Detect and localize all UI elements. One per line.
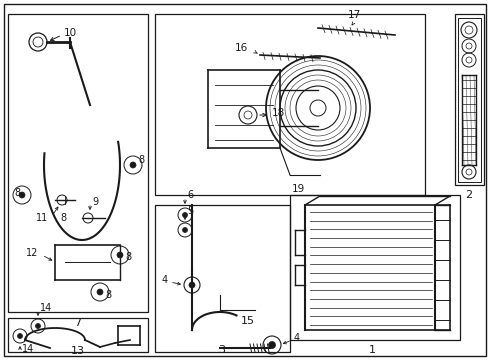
Text: 9: 9 xyxy=(92,197,98,207)
Text: 10: 10 xyxy=(64,28,77,38)
Bar xyxy=(455,14,484,185)
Bar xyxy=(8,14,148,312)
Bar xyxy=(458,18,481,182)
Bar xyxy=(155,14,425,195)
Bar xyxy=(290,195,460,340)
Text: 15: 15 xyxy=(241,316,255,326)
Text: 7: 7 xyxy=(74,318,81,328)
Text: 2: 2 xyxy=(466,190,472,200)
Text: 8: 8 xyxy=(105,290,111,300)
Circle shape xyxy=(19,192,25,198)
Text: 5: 5 xyxy=(187,206,193,216)
Circle shape xyxy=(182,212,188,217)
Circle shape xyxy=(35,324,41,328)
Text: 12: 12 xyxy=(25,248,38,258)
Text: 8: 8 xyxy=(138,155,144,165)
Text: 16: 16 xyxy=(235,43,248,53)
Text: 13: 13 xyxy=(71,346,85,356)
Text: 3: 3 xyxy=(219,345,225,355)
Text: 17: 17 xyxy=(347,10,361,20)
Text: 1: 1 xyxy=(368,345,375,355)
Text: 6: 6 xyxy=(187,190,193,200)
Text: 8: 8 xyxy=(14,188,20,198)
Text: 4: 4 xyxy=(162,275,168,285)
Circle shape xyxy=(269,342,275,348)
Circle shape xyxy=(130,162,136,168)
Circle shape xyxy=(18,333,23,338)
Text: 18: 18 xyxy=(272,108,285,118)
Circle shape xyxy=(182,228,188,233)
Text: 14: 14 xyxy=(22,344,34,354)
Text: 8: 8 xyxy=(125,252,131,262)
Circle shape xyxy=(117,252,123,258)
Bar xyxy=(155,205,290,352)
Text: 11: 11 xyxy=(36,213,48,223)
Text: 8: 8 xyxy=(60,213,66,223)
Circle shape xyxy=(189,282,195,288)
Bar xyxy=(8,318,148,352)
Circle shape xyxy=(97,289,103,295)
Text: 4: 4 xyxy=(294,333,300,343)
Text: 19: 19 xyxy=(292,184,305,194)
Text: 14: 14 xyxy=(40,303,52,313)
